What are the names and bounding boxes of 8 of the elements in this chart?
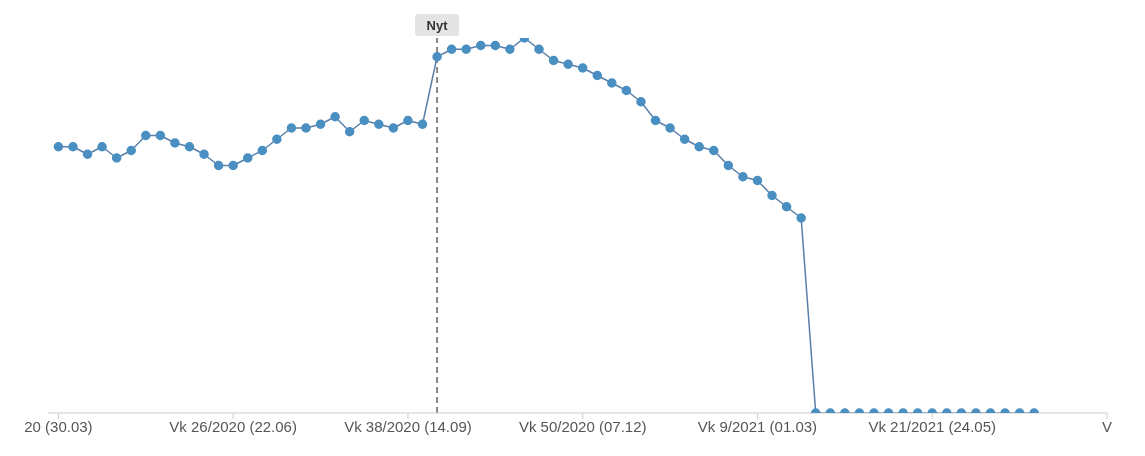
x-tick-label: Vk 21/2021 (24.05)	[868, 417, 997, 435]
x-tick-label: V	[1101, 417, 1113, 435]
x-tick-label: 20 (30.03)	[24, 417, 93, 435]
x-tick-label: Vk 26/2020 (22.06)	[169, 417, 297, 435]
x-tick-label: Vk 50/2020 (07.12)	[518, 417, 647, 435]
ref-line-label: Nyt	[426, 18, 449, 33]
x-tick-label: Vk 38/2020 (14.09)	[344, 417, 472, 435]
x-tick-label: Vk 9/2021 (01.03)	[697, 417, 818, 435]
